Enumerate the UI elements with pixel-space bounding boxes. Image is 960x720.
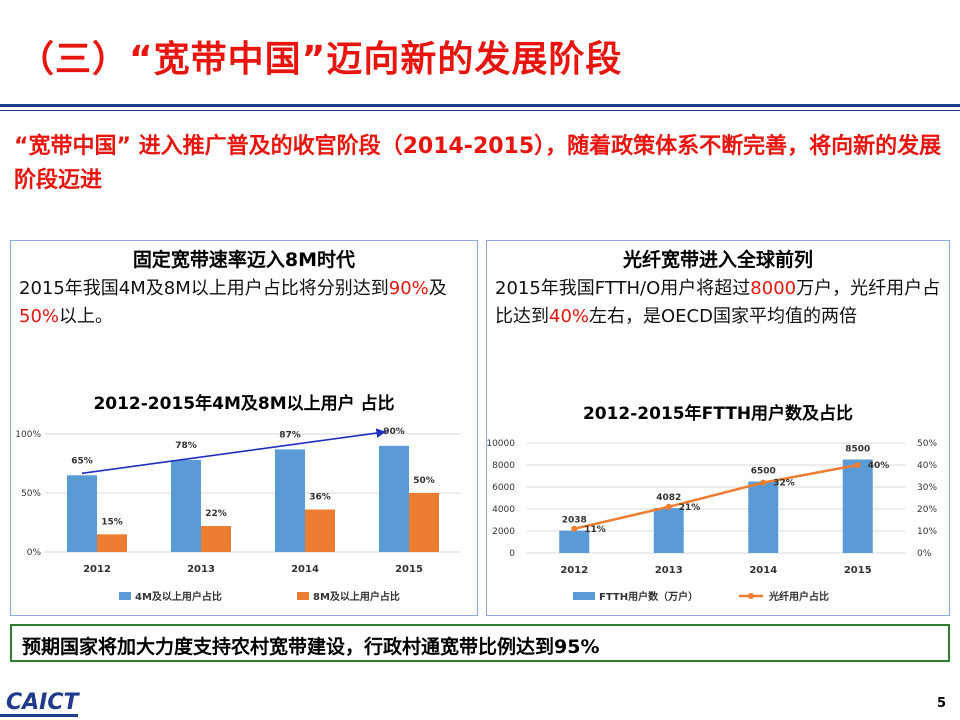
- legend-label: 8M及以上用户占比: [313, 590, 400, 603]
- rural-broadband-callout: 预期国家将加大力度支持农村宽带建设，行政村通宽带比例达到95%: [10, 624, 950, 662]
- chart-title: 2012-2015年4M及8M以上用户 占比: [93, 394, 395, 414]
- line-point: [571, 525, 578, 532]
- y2-tick-label: 10%: [917, 527, 937, 537]
- data-label: 32%: [773, 479, 795, 489]
- legend-label: 4M及以上用户占比: [135, 590, 222, 603]
- logo-underline: [0, 714, 78, 717]
- legend-swatch-point: [748, 593, 754, 599]
- ftth-users-chart: 0 2000 4000 6000 8000 10000 0% 10% 20% 30% 40% 50% 2…: [487, 439, 937, 603]
- panel-heading: 光纤宽带进入全球前列: [622, 249, 813, 271]
- data-label: 21%: [679, 503, 701, 513]
- slide-title: （三）“宽带中国”迈向新的发展阶段: [18, 39, 623, 80]
- bar-ftth-users: [653, 508, 684, 553]
- text-segment: 2015年我国4M及8M以上用户占比将分别达到: [19, 278, 389, 299]
- text-segment: 万户，光纤用户占比达到: [495, 278, 941, 327]
- data-label: 87%: [279, 430, 301, 440]
- trend-arrow: [81, 428, 387, 475]
- panel-body-text: 2015年我国FTTH/O用户将超过8000万户，光纤用户占比达到40%左右，是…: [495, 275, 943, 331]
- y2-tick-label: 20%: [917, 505, 937, 515]
- fixed-broadband-panel: 固定宽带速率迈入8M时代 2015年我国4M及8M以上用户占比将分别达到90%及…: [10, 240, 478, 616]
- data-label: 50%: [413, 476, 435, 486]
- y-tick-label: 2000: [492, 527, 515, 537]
- data-label: 6500: [751, 467, 776, 477]
- chart-title: 2012-2015年FTTH用户数及占比: [582, 404, 854, 424]
- text-segment: 2015年我国FTTH/O用户将超过: [495, 278, 751, 299]
- fiber-share-line: [573, 463, 858, 531]
- title-divider: [0, 104, 960, 107]
- line-point: [854, 462, 861, 468]
- bar-ftth-users: [748, 481, 779, 553]
- bar-ftth-users: [559, 530, 590, 553]
- y-tick-label: 6000: [492, 483, 515, 493]
- y-tick-label: 0: [509, 549, 515, 559]
- bar-8m: [201, 526, 231, 552]
- x-tick-label: 2014: [749, 565, 777, 576]
- data-label: 78%: [175, 441, 197, 451]
- highlight-value: 40%: [549, 306, 590, 327]
- y-tick-label: 0%: [27, 548, 42, 558]
- y2-tick-label: 30%: [917, 483, 937, 493]
- data-label: 4082: [656, 493, 681, 503]
- legend-label: FTTH用户数（万户）: [599, 590, 698, 603]
- data-label: 90%: [383, 427, 405, 437]
- bar-4m: [171, 459, 201, 552]
- y-tick-label: 10000: [487, 439, 515, 449]
- data-label: 65%: [71, 456, 93, 466]
- y-tick-label: 100%: [15, 430, 41, 440]
- text-segment: 及: [428, 278, 447, 299]
- caict-logo: CAICT: [0, 688, 90, 718]
- y-tick-label: 50%: [21, 489, 41, 499]
- data-label: 2038: [562, 516, 587, 526]
- line-point: [665, 503, 672, 510]
- title-divider-thin: [0, 110, 960, 111]
- bar-4m: [67, 475, 97, 552]
- y-tick-label: 8000: [492, 461, 515, 471]
- data-label: 15%: [101, 517, 123, 527]
- line-point: [760, 479, 767, 486]
- data-label: 40%: [868, 461, 890, 471]
- x-tick-label: 2012: [83, 564, 111, 575]
- callout-text: 预期国家将加大力度支持农村宽带建设，行政村通宽带比例达到95%: [22, 636, 600, 658]
- text-segment: 以上。: [59, 306, 114, 327]
- x-tick-label: 2015: [395, 564, 423, 575]
- slide-subtitle: “宽带中国” 进入推广普及的收官阶段（2014-2015），随着政策体系不断完善…: [14, 134, 942, 193]
- fiber-broadband-panel: 光纤宽带进入全球前列 2015年我国FTTH/O用户将超过8000万户，光纤用户…: [486, 240, 950, 616]
- x-tick-label: 2012: [560, 565, 588, 576]
- highlight-value: 90%: [388, 278, 429, 299]
- legend-swatch: [119, 592, 131, 600]
- text-segment: 左右，是OECD国家平均值的两倍: [589, 306, 857, 327]
- panel-body-text: 2015年我国4M及8M以上用户占比将分别达到90%及 50%以上。: [19, 275, 471, 331]
- legend-swatch: [573, 592, 595, 600]
- x-tick-label: 2013: [187, 564, 215, 575]
- y2-tick-label: 0%: [917, 549, 932, 559]
- bar-8m: [409, 493, 439, 552]
- bar-8m: [97, 534, 127, 552]
- data-label: 8500: [845, 445, 870, 455]
- x-tick-label: 2015: [844, 565, 872, 576]
- highlight-value: 8000: [750, 278, 797, 299]
- y2-tick-label: 40%: [917, 461, 937, 471]
- legend-swatch: [297, 592, 309, 600]
- panel-heading: 固定宽带速率迈入8M时代: [132, 249, 356, 271]
- logo-text: CAICT: [6, 690, 79, 715]
- legend-label: 光纤用户占比: [768, 590, 829, 603]
- y-tick-label: 4000: [492, 505, 515, 515]
- y2-tick-label: 50%: [917, 439, 937, 449]
- highlight-value: 50%: [19, 306, 60, 327]
- data-label: 11%: [584, 525, 606, 535]
- page-number: 5: [936, 696, 946, 711]
- data-label: 36%: [309, 493, 331, 503]
- bar-4m: [379, 445, 409, 552]
- bar-4m: [275, 449, 305, 552]
- bar-8m: [305, 509, 335, 552]
- speed-share-chart: 0% 50% 100% 2012 65% 15% 2013 78% 22% 2014 87% 36% 2…: [15, 427, 461, 603]
- x-tick-label: 2014: [291, 564, 319, 575]
- data-label: 22%: [205, 509, 227, 519]
- x-tick-label: 2013: [655, 565, 683, 576]
- bar-ftth-users: [842, 459, 873, 553]
